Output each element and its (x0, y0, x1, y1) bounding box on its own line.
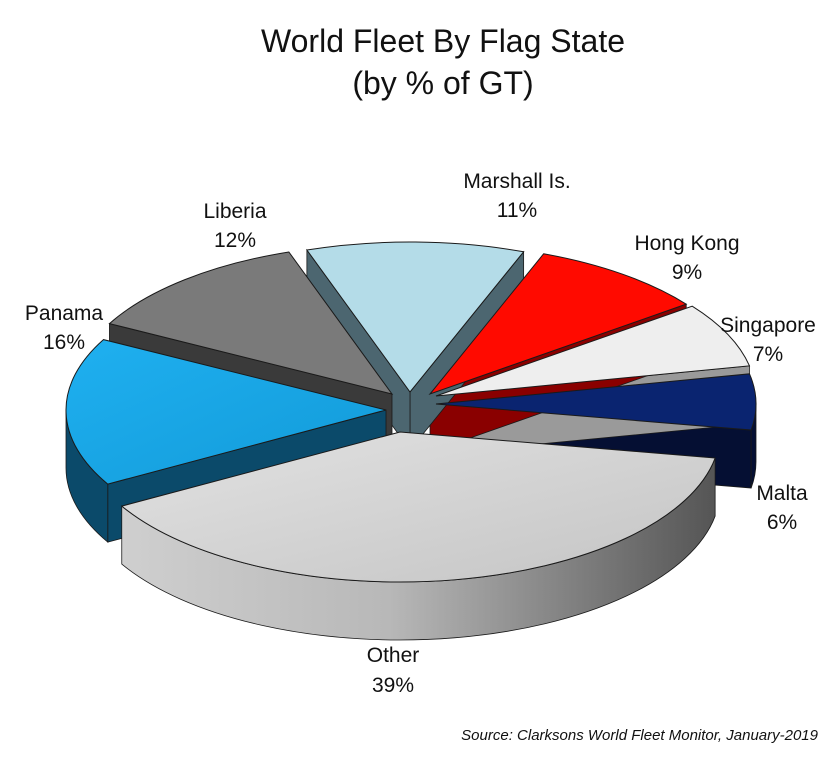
chart-title: World Fleet By Flag State (261, 23, 625, 59)
slice-value-singapore: 7% (753, 343, 783, 366)
slice-label-hong-kong: Hong Kong (634, 232, 739, 255)
slice-value-liberia: 12% (214, 229, 256, 252)
slice-label-malta: Malta (756, 482, 808, 505)
pie-slice-hong-kong (428, 253, 688, 396)
slice-value-hong-kong: 9% (672, 261, 702, 284)
slice-label-marshall-is: Marshall Is. (463, 170, 570, 193)
pie-slice-malta (435, 373, 757, 431)
slice-label-singapore: Singapore (720, 314, 816, 337)
pie-labels: Other 39% Panama 16% Liberia 12% Marshall Is. 1… (25, 170, 816, 697)
slice-label-liberia: Liberia (203, 200, 266, 223)
pie-slice-marshall-is (305, 241, 525, 393)
source-note: Source: Clarksons World Fleet Monitor, J… (461, 727, 818, 744)
slice-label-other: Other (367, 644, 420, 667)
pie-slice-liberia (108, 251, 394, 395)
chart-subtitle: (by % of GT) (352, 65, 533, 101)
slice-value-other: 39% (372, 674, 414, 697)
pie-slice-singapore (435, 305, 751, 397)
slice-label-panama: Panama (25, 302, 104, 325)
slice-value-malta: 6% (767, 511, 797, 534)
slice-value-panama: 16% (43, 331, 85, 354)
pie-slice-panama (65, 339, 387, 485)
pie-slice-other (120, 431, 716, 583)
pie-top-faces (65, 241, 757, 583)
slice-value-marshall-is: 11% (497, 199, 537, 222)
